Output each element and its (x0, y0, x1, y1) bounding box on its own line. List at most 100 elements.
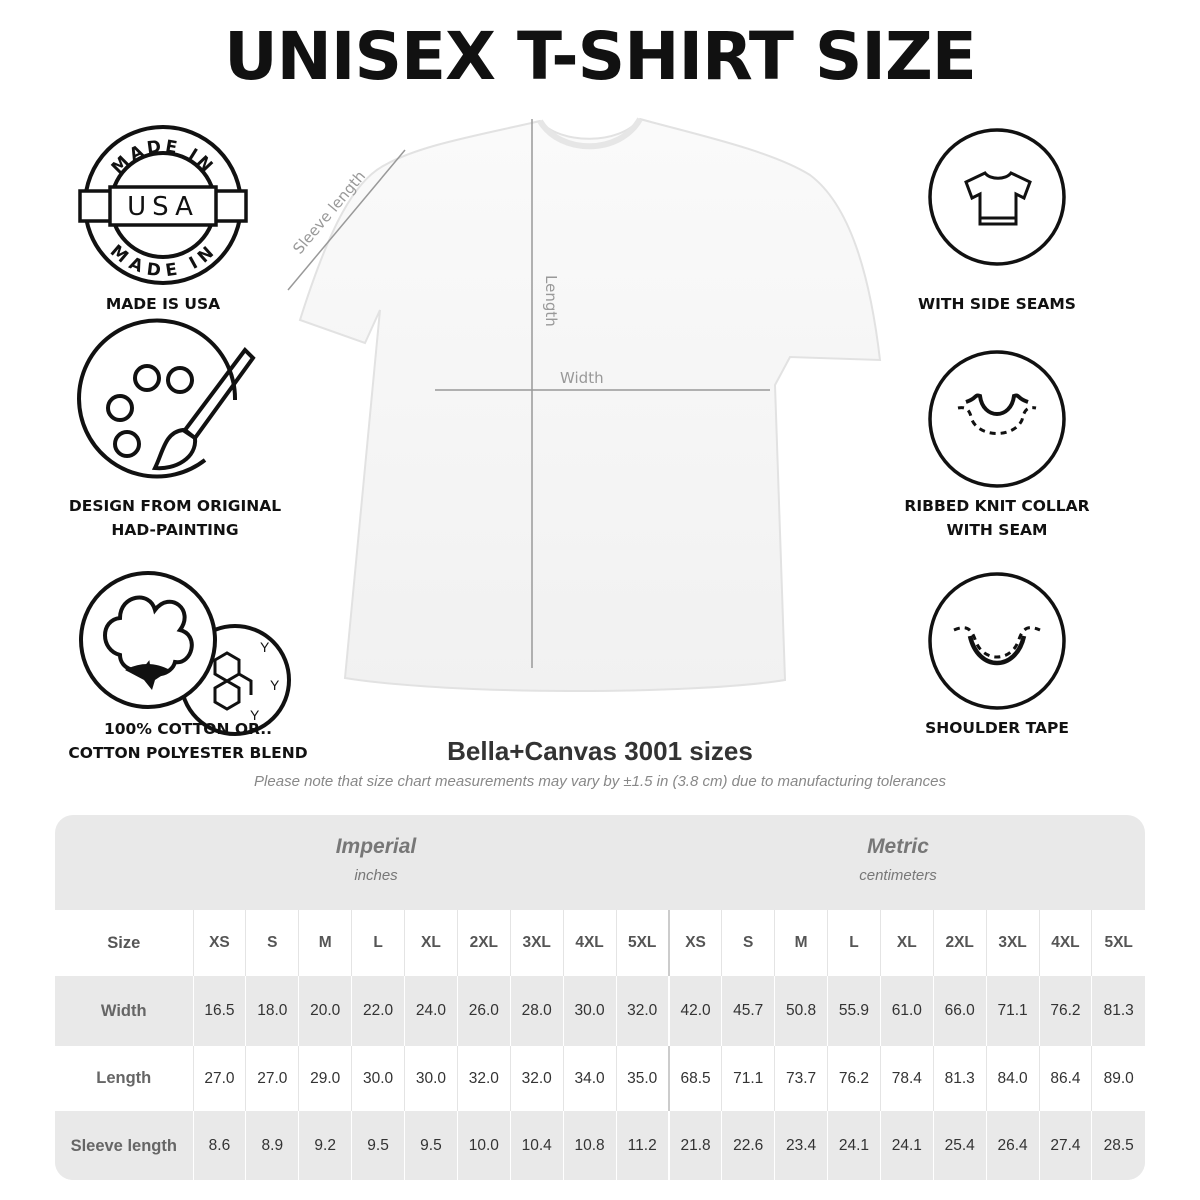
page-title: UNISEX T-SHIRT SIZE (224, 18, 977, 95)
badge-top-text: MADE IN (108, 136, 216, 178)
table-cell: 9.5 (404, 1111, 458, 1180)
feature-label-side-seams: WITH SIDE SEAMS (918, 295, 1076, 313)
table-cell: 26.0 (456, 976, 511, 1046)
table-cell: 30.0 (562, 976, 616, 1046)
label-line: COTTON POLYESTER BLEND (68, 744, 308, 762)
table-cell: 73.7 (774, 1046, 828, 1111)
table-cell: 29.0 (298, 1046, 352, 1111)
table-cell: M (774, 910, 828, 976)
svg-text:Y: Y (260, 639, 270, 655)
label-line: RIBBED KNIT COLLAR (904, 497, 1090, 515)
table-cell: 9.2 (298, 1111, 352, 1180)
length-dimension-label: Length (542, 275, 560, 327)
table-cell: 2XL (456, 910, 511, 976)
feature-label-hand-painting: DESIGN FROM ORIGINAL HAD-PAINTING (25, 494, 325, 542)
table-cell: 27.4 (1038, 1111, 1092, 1180)
label-line: HAD-PAINTING (111, 521, 239, 539)
t-shirt-side-seams-icon (928, 128, 1066, 266)
table-cell: 27.0 (245, 1046, 299, 1111)
table-cell: 35.0 (615, 1046, 669, 1111)
table-cell: 78.4 (879, 1046, 934, 1111)
table-cell: 28.5 (1091, 1111, 1145, 1180)
table-cell: 89.0 (1091, 1046, 1145, 1111)
metric-title: Metric (867, 835, 929, 858)
size-chart-title: Bella+Canvas 3001 sizes (447, 736, 753, 766)
cotton-polyester-icon: YYY (79, 571, 291, 736)
table-cell: 86.4 (1038, 1046, 1092, 1111)
badge-bottom-text: MADE IN (106, 241, 217, 282)
table-cell: 42.0 (667, 976, 722, 1046)
table-cell: 50.8 (774, 976, 828, 1046)
feature-label-shoulder-tape: SHOULDER TAPE (925, 719, 1069, 737)
table-cell: 27.0 (192, 1046, 246, 1111)
imperial-header: Imperial inches (193, 815, 559, 910)
table-cell: XS (667, 910, 722, 976)
label-line: DESIGN FROM ORIGINAL (68, 497, 282, 515)
table-cell: 3XL (985, 910, 1039, 976)
feature-label-collar: RIBBED KNIT COLLAR WITH SEAM (847, 494, 1147, 542)
table-cell: S (245, 910, 299, 976)
table-cell: 24.1 (879, 1111, 934, 1180)
table-row: Sleeve length 8.6 8.9 9.2 9.5 9.5 10.0 10.4 10.8… (55, 1111, 1145, 1180)
table-cell: 26.4 (985, 1111, 1039, 1180)
svg-text:Y: Y (250, 707, 260, 723)
imperial-unit: inches (354, 867, 398, 884)
table-cell: 22.6 (721, 1111, 775, 1180)
table-cell: 4XL (562, 910, 616, 976)
table-cell: 71.1 (985, 976, 1039, 1046)
table-cell: 61.0 (879, 976, 934, 1046)
table-cell: M (298, 910, 352, 976)
table-cell: 76.2 (827, 1046, 881, 1111)
table-cell: 71.1 (721, 1046, 775, 1111)
table-cell: 18.0 (245, 976, 299, 1046)
table-cell: 45.7 (721, 976, 775, 1046)
table-cell: 32.0 (615, 976, 669, 1046)
table-cell: XL (879, 910, 934, 976)
svg-text:MADE IN: MADE IN (108, 136, 219, 178)
table-cell: 11.2 (615, 1111, 669, 1180)
ribbed-collar-icon (928, 350, 1066, 488)
imperial-title: Imperial (335, 835, 417, 858)
table-cell: 4XL (1038, 910, 1092, 976)
shoulder-tape-icon (928, 572, 1066, 710)
table-row: Width 16.5 18.0 20.0 22.0 24.0 26.0 28.0 30.0 32.… (55, 976, 1145, 1046)
table-cell: 21.8 (667, 1111, 722, 1180)
table-cell: 30.0 (404, 1046, 458, 1111)
svg-text:MADE IN: MADE IN (106, 241, 220, 282)
row-label: Size (55, 910, 193, 976)
table-cell: 32.0 (509, 1046, 564, 1111)
metric-header: Metric centimeters (670, 815, 1126, 910)
table-cell: 10.8 (562, 1111, 616, 1180)
table-cell: 24.0 (404, 976, 458, 1046)
table-cell: 81.3 (1091, 976, 1145, 1046)
feature-label-cotton: 100% COTTON OR.. COTTON POLYESTER BLEND (38, 717, 338, 765)
table-cell: 8.6 (192, 1111, 246, 1180)
table-cell: 28.0 (509, 976, 564, 1046)
table-cell: 22.0 (351, 976, 405, 1046)
table-cell: 5XL (1091, 910, 1145, 976)
table-cell: 3XL (509, 910, 564, 976)
table-cell: 68.5 (667, 1046, 722, 1111)
table-cell: 32.0 (456, 1046, 511, 1111)
tolerance-note: Please note that size chart measurements… (254, 773, 946, 790)
row-label: Length (55, 1046, 193, 1111)
feature-label-made-in-usa: MADE IS USA (105, 295, 221, 313)
table-cell: L (827, 910, 881, 976)
svg-text:Y: Y (270, 677, 280, 693)
table-cell: 25.4 (932, 1111, 987, 1180)
table-cell: L (351, 910, 405, 976)
row-label: Sleeve length (55, 1111, 193, 1180)
table-cell: 9.5 (351, 1111, 405, 1180)
table-cell: 10.0 (456, 1111, 511, 1180)
table-cell: 5XL (615, 910, 669, 976)
table-cell: XL (404, 910, 458, 976)
table-cell: 23.4 (774, 1111, 828, 1180)
made-in-usa-badge-icon: MADE IN MADE IN USA (78, 125, 248, 285)
table-cell: 34.0 (562, 1046, 616, 1111)
table-cell: 76.2 (1038, 976, 1092, 1046)
width-dimension-label: Width (560, 369, 604, 387)
label-line: 100% COTTON OR.. (103, 720, 273, 738)
row-label: Width (55, 976, 193, 1046)
table-cell: 55.9 (827, 976, 881, 1046)
metric-unit: centimeters (859, 867, 937, 884)
